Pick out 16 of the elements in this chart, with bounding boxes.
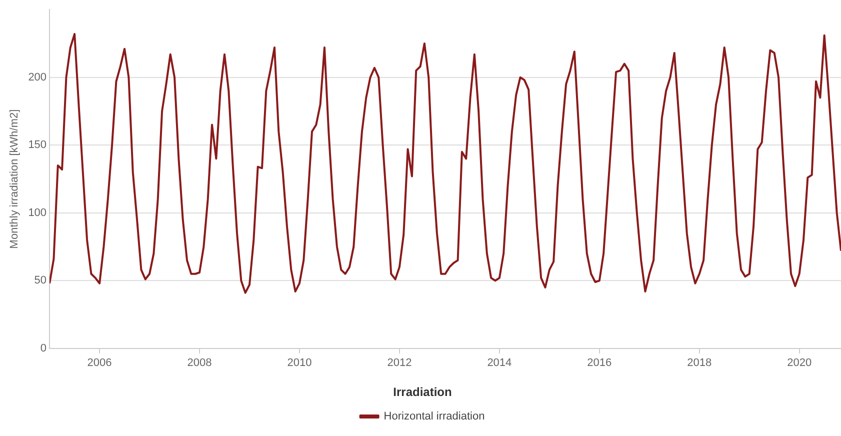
x-tick-label: 2014 bbox=[487, 357, 512, 370]
y-tick-label: 100 bbox=[28, 206, 47, 219]
x-tick-label: 2016 bbox=[587, 357, 612, 370]
x-tick-label: 2012 bbox=[387, 357, 412, 370]
x-tick-label: 2010 bbox=[287, 357, 312, 370]
y-tick-label: 0 bbox=[40, 342, 47, 354]
x-tick-label: 2018 bbox=[687, 357, 712, 370]
x-tick-label: 2020 bbox=[787, 357, 812, 370]
x-tick-label: 2006 bbox=[87, 357, 112, 370]
legend-label: Horizontal irradiation bbox=[384, 410, 485, 423]
y-tick-label: 50 bbox=[34, 274, 47, 287]
legend-title: Irradiation bbox=[393, 384, 452, 399]
y-axis-title: Monthly irradiation [kWh/m2] bbox=[8, 109, 21, 249]
y-tick-label: 150 bbox=[28, 139, 47, 152]
y-tick-label: 200 bbox=[28, 71, 47, 84]
x-tick-label: 2008 bbox=[187, 357, 212, 370]
